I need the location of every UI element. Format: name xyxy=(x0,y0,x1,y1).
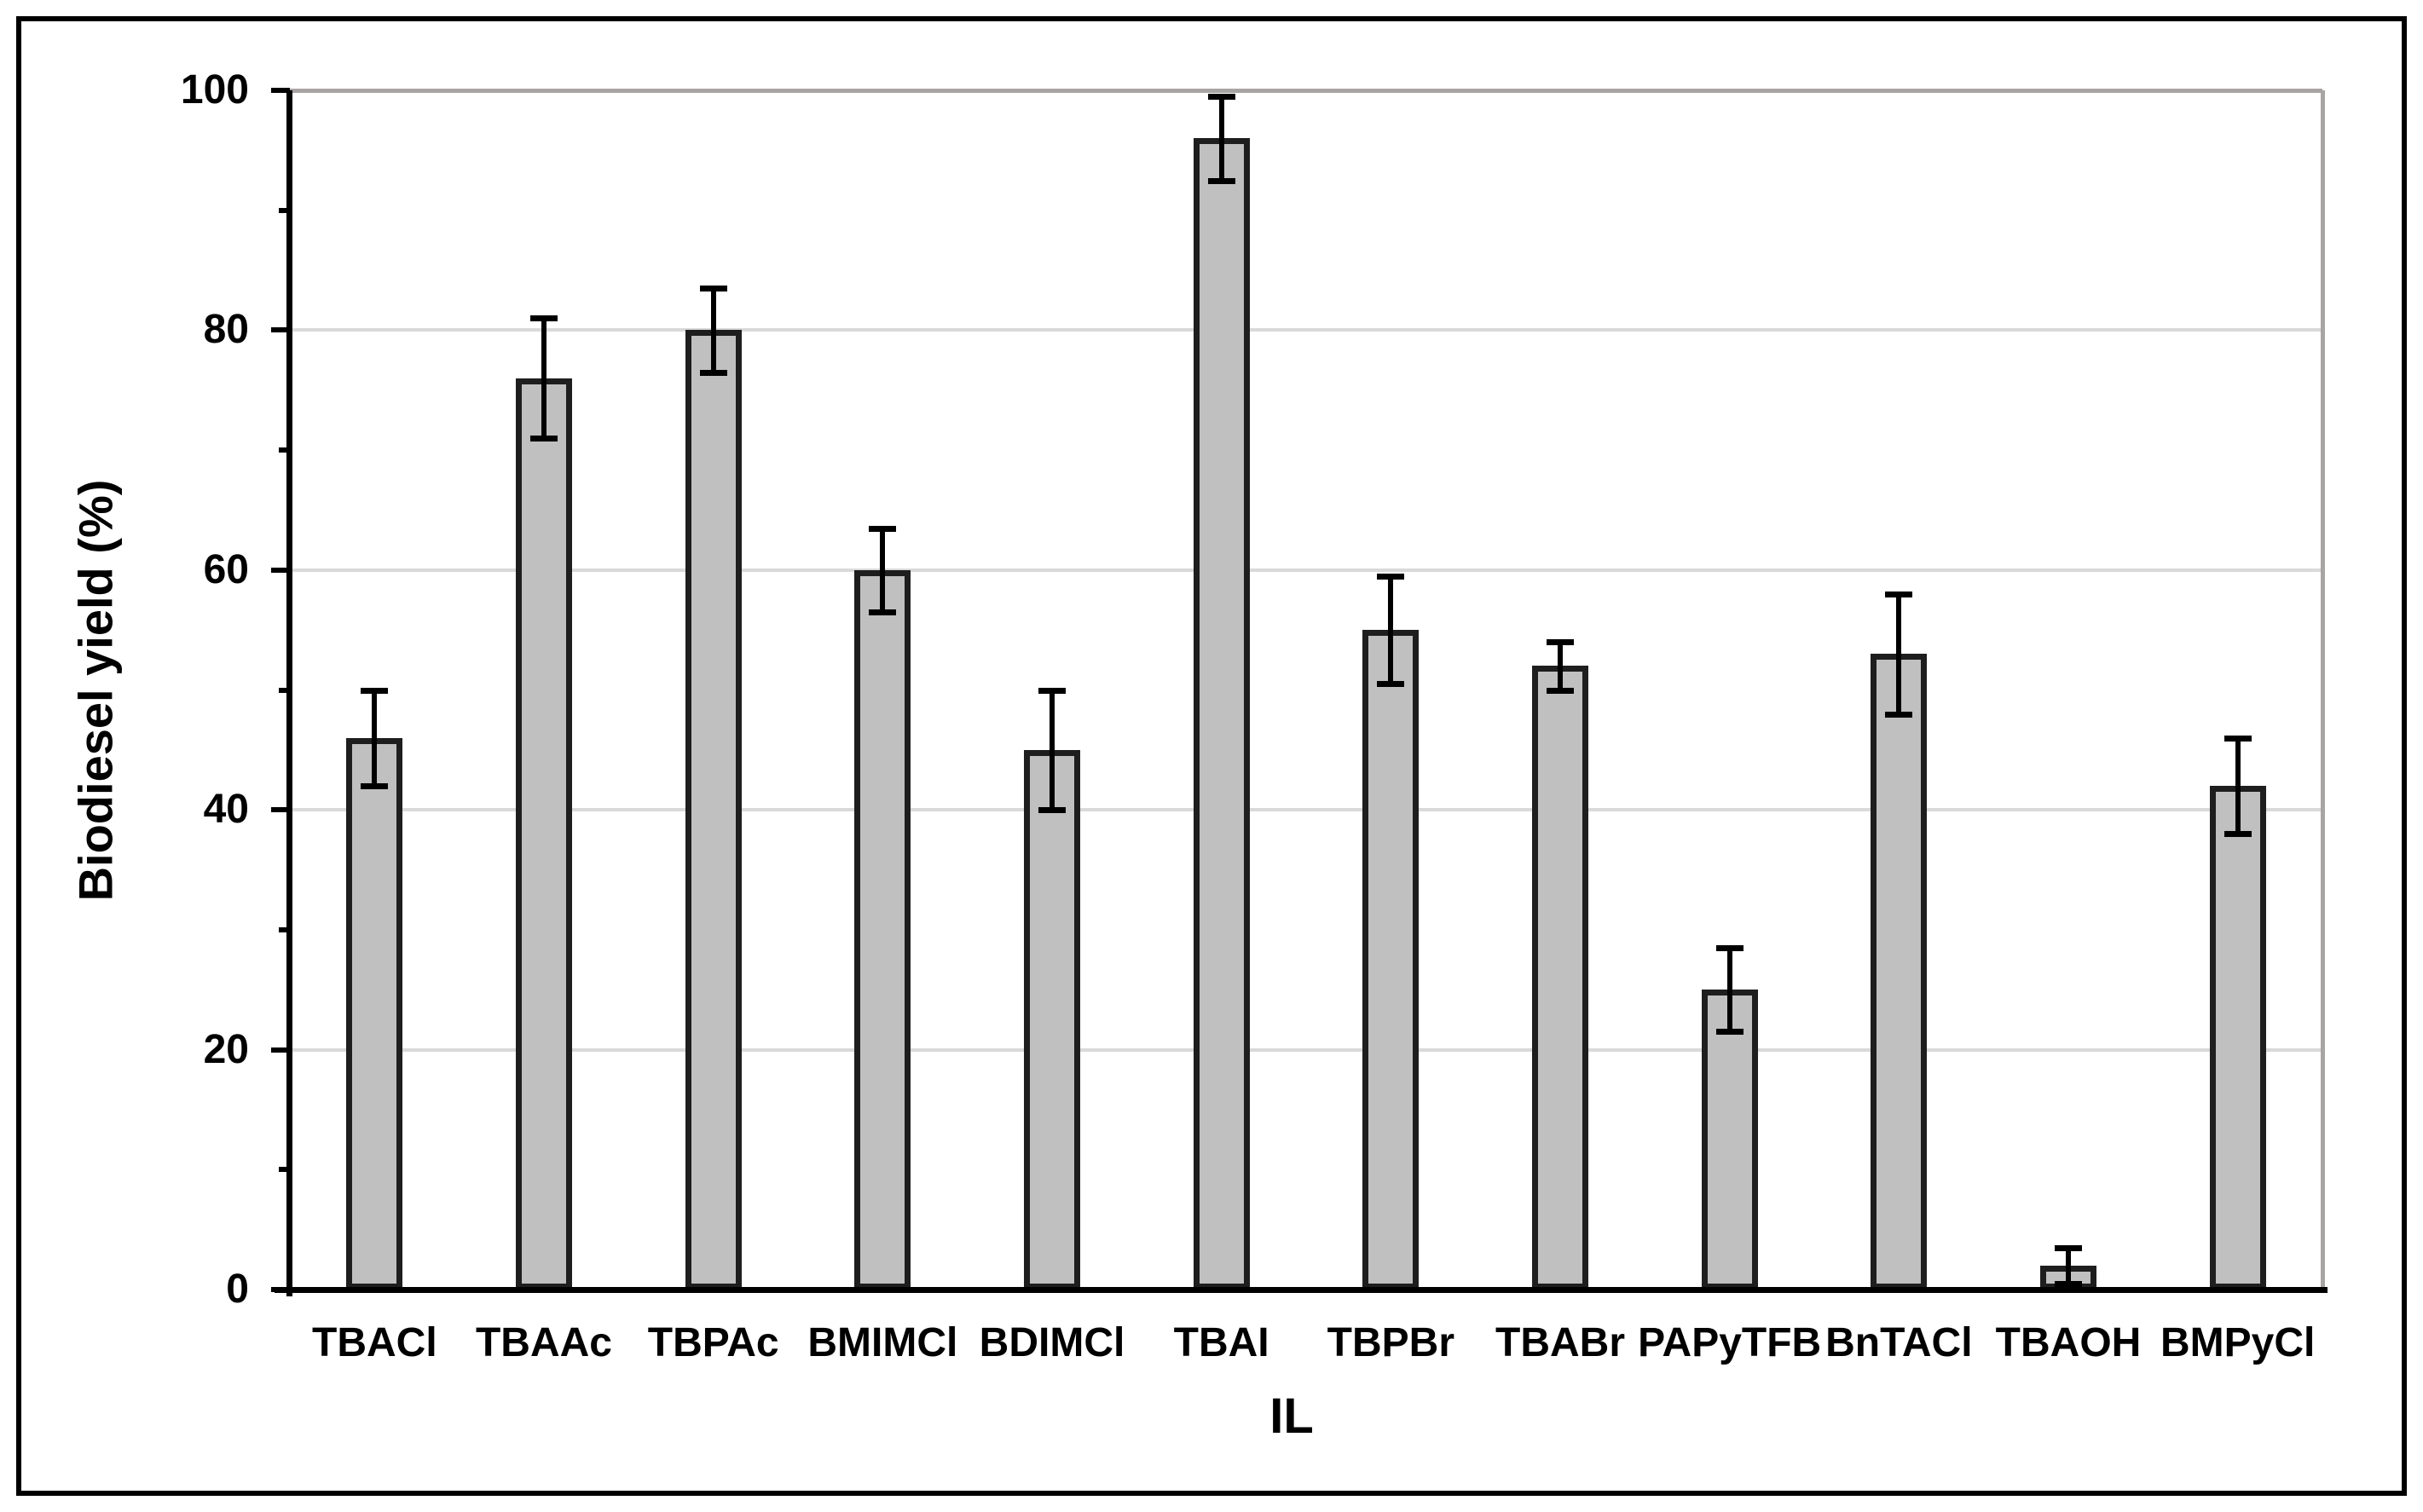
error-bar-cap-top xyxy=(361,687,389,694)
error-bar-cap-top xyxy=(530,315,558,322)
error-bar-cap-bottom xyxy=(1207,177,1235,184)
error-bar-cap-top xyxy=(1377,573,1405,580)
error-bar-line xyxy=(1726,948,1732,1032)
y-tick-label-0: 0 xyxy=(226,1267,249,1312)
error-bar-cap-top xyxy=(1207,94,1235,101)
error-bar-cap-bottom xyxy=(699,369,727,376)
y-tick-label-80: 80 xyxy=(203,307,249,353)
category-label-BDIMCl: BDIMCl xyxy=(979,1320,1125,1365)
error-bar-cap-bottom xyxy=(1715,1029,1744,1036)
y-minor-tick-50 xyxy=(279,687,290,693)
error-bar-cap-bottom xyxy=(2055,1280,2082,1287)
category-label-TBAOH: TBAOH xyxy=(1995,1320,2142,1365)
bar-BMPyCl xyxy=(2209,786,2266,1290)
y-minor-tick-30 xyxy=(279,926,290,932)
error-bar-line xyxy=(1558,642,1563,690)
x-axis-line xyxy=(275,1287,2328,1293)
error-bar-cap-top xyxy=(2223,735,2252,742)
error-bar-cap-top xyxy=(1885,591,1913,597)
y-minor-tick-70 xyxy=(279,447,290,453)
y-tick-label-100: 100 xyxy=(180,67,249,113)
bar-BDIMCl xyxy=(1024,749,1080,1290)
error-bar-cap-bottom xyxy=(1038,807,1066,814)
error-bar-line xyxy=(541,318,546,439)
category-label-PAPyTFB: PAPyTFB xyxy=(1638,1320,1822,1365)
gridline-100 xyxy=(290,89,2322,93)
bar-TBAI xyxy=(1193,138,1250,1290)
error-bar-cap-top xyxy=(1038,687,1066,694)
error-bar-line xyxy=(1896,593,1902,714)
category-label-BMIMCl: BMIMCl xyxy=(807,1320,958,1365)
error-bar-cap-bottom xyxy=(1547,687,1574,694)
y-axis-title: Biodiesel yield (%) xyxy=(68,479,123,902)
y-minor-tick-10 xyxy=(279,1167,290,1173)
gridline-60 xyxy=(290,568,2322,572)
bar-TBPBr xyxy=(1362,630,1420,1290)
error-bar-cap-bottom xyxy=(361,783,389,790)
y-tick-label-40: 40 xyxy=(203,787,249,833)
error-bar-line xyxy=(1218,96,1224,181)
y-major-tick-20 xyxy=(271,1047,290,1053)
y-tick-label-60: 60 xyxy=(203,546,249,592)
error-bar-cap-top xyxy=(2055,1244,2082,1251)
category-label-BMPyCl: BMPyCl xyxy=(2160,1320,2316,1365)
y-major-tick-60 xyxy=(271,567,290,573)
gridline-20 xyxy=(290,1047,2322,1052)
error-bar-cap-bottom xyxy=(530,436,558,442)
error-bar-line xyxy=(2066,1247,2071,1284)
error-bar-cap-bottom xyxy=(1885,711,1913,718)
error-bar-line xyxy=(372,690,378,787)
category-label-TBPAc: TBPAc xyxy=(647,1320,779,1365)
y-major-tick-100 xyxy=(271,88,290,93)
x-axis-title: IL xyxy=(1269,1388,1314,1444)
category-label-TBPBr: TBPBr xyxy=(1327,1320,1454,1365)
error-bar-cap-bottom xyxy=(2223,831,2252,838)
bar-BnTACl xyxy=(1871,654,1928,1290)
y-tick-label-20: 20 xyxy=(203,1026,249,1072)
error-bar-cap-top xyxy=(1715,945,1744,951)
error-bar-line xyxy=(2235,737,2241,834)
error-bar-line xyxy=(710,288,716,372)
bar-TBACl xyxy=(346,737,403,1290)
error-bar-cap-top xyxy=(699,286,727,292)
gridline-40 xyxy=(290,808,2322,812)
error-bar-cap-bottom xyxy=(1377,681,1405,688)
category-label-TBAAc: TBAAc xyxy=(475,1320,612,1365)
error-bar-line xyxy=(1388,575,1394,684)
category-label-TBABr: TBABr xyxy=(1495,1320,1625,1365)
bar-PAPyTFB xyxy=(1701,990,1758,1290)
error-bar-line xyxy=(880,528,886,613)
gridline-80 xyxy=(290,328,2322,332)
bar-TBPAc xyxy=(685,330,742,1290)
error-bar-line xyxy=(1050,690,1055,811)
category-label-BnTACl: BnTACl xyxy=(1825,1320,1973,1365)
category-label-TBAI: TBAI xyxy=(1173,1320,1269,1365)
y-major-tick-0 xyxy=(271,1287,290,1292)
error-bar-cap-top xyxy=(869,525,897,532)
bar-BMIMCl xyxy=(854,569,911,1290)
error-bar-cap-bottom xyxy=(869,609,897,616)
plot-right-border xyxy=(2321,90,2325,1290)
y-major-tick-80 xyxy=(271,327,290,333)
y-minor-tick-90 xyxy=(279,207,290,213)
bar-TBABr xyxy=(1532,666,1588,1290)
error-bar-cap-top xyxy=(1547,639,1574,646)
y-major-tick-40 xyxy=(271,807,290,813)
category-label-TBACl: TBACl xyxy=(312,1320,437,1365)
bar-TBAAc xyxy=(516,378,572,1290)
y-axis-line xyxy=(286,90,292,1296)
